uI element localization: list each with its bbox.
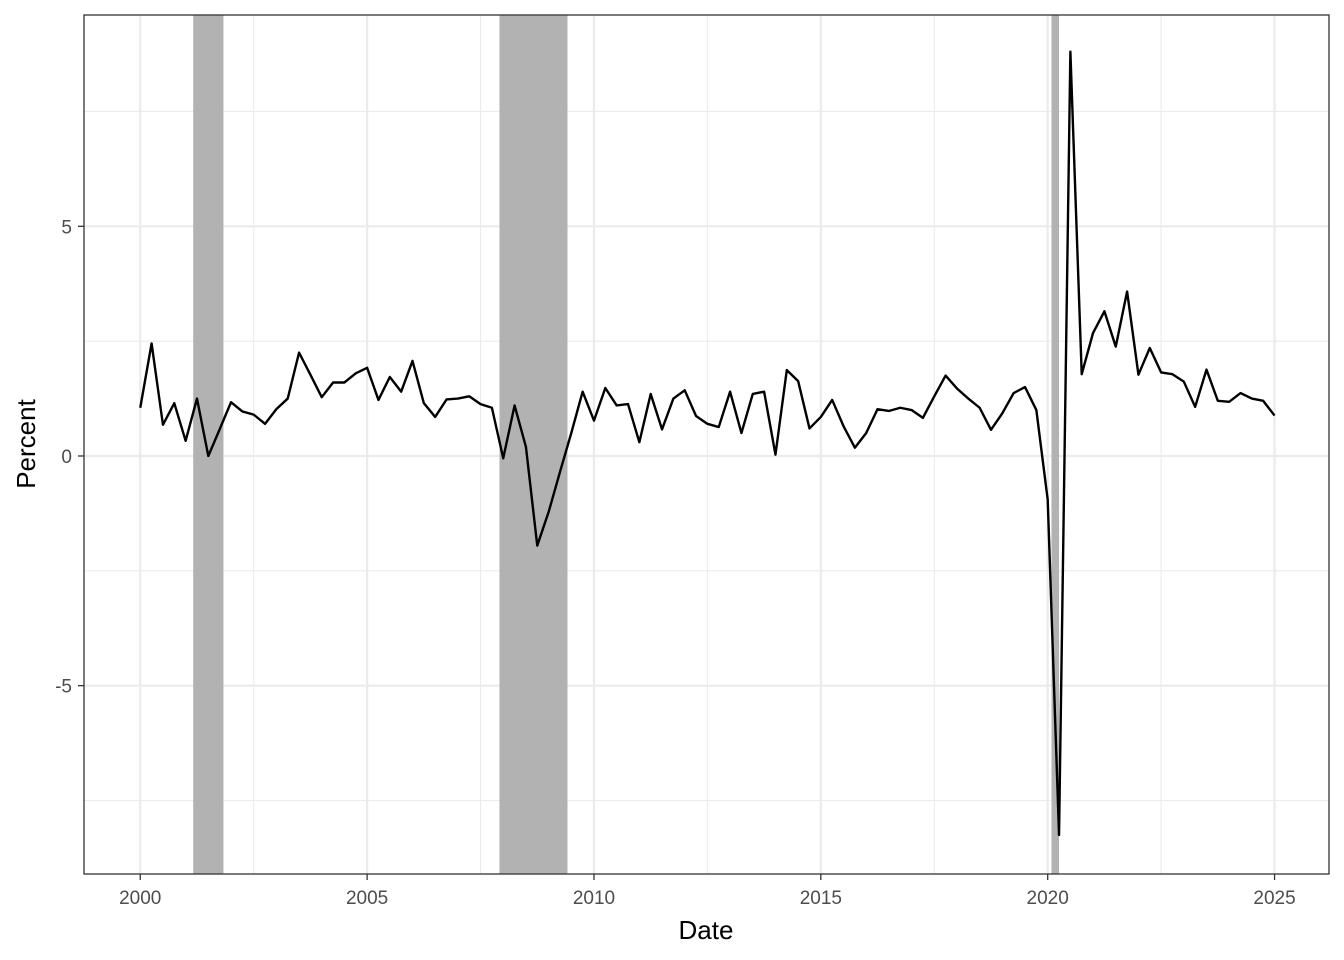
x-tick-label: 2015 <box>800 888 842 909</box>
series-line <box>139 50 1276 837</box>
x-tick-label: 2000 <box>119 888 161 909</box>
x-tick-label: 2010 <box>573 888 615 909</box>
y-tick-label: -5 <box>55 677 72 698</box>
plot-border <box>83 14 1330 875</box>
recession-shading <box>193 15 1060 874</box>
minor-gridlines <box>84 15 1329 874</box>
x-tick-label: 2025 <box>1253 888 1295 909</box>
x-tick-label: 2020 <box>1027 888 1069 909</box>
plot-background <box>84 15 1329 874</box>
x-axis-title: Date <box>679 915 734 945</box>
recession-band <box>1051 15 1060 874</box>
recession-band <box>193 15 224 874</box>
major-gridlines <box>84 15 1329 874</box>
recession-band <box>499 15 568 874</box>
y-axis: -5 0 5 <box>55 217 84 698</box>
x-axis: 2000 2005 2010 2015 2020 2025 <box>119 874 1296 909</box>
y-tick-label: 5 <box>61 217 72 238</box>
y-tick-label: 0 <box>61 447 72 468</box>
y-axis-title: Percent <box>11 398 41 488</box>
x-tick-label: 2005 <box>346 888 388 909</box>
